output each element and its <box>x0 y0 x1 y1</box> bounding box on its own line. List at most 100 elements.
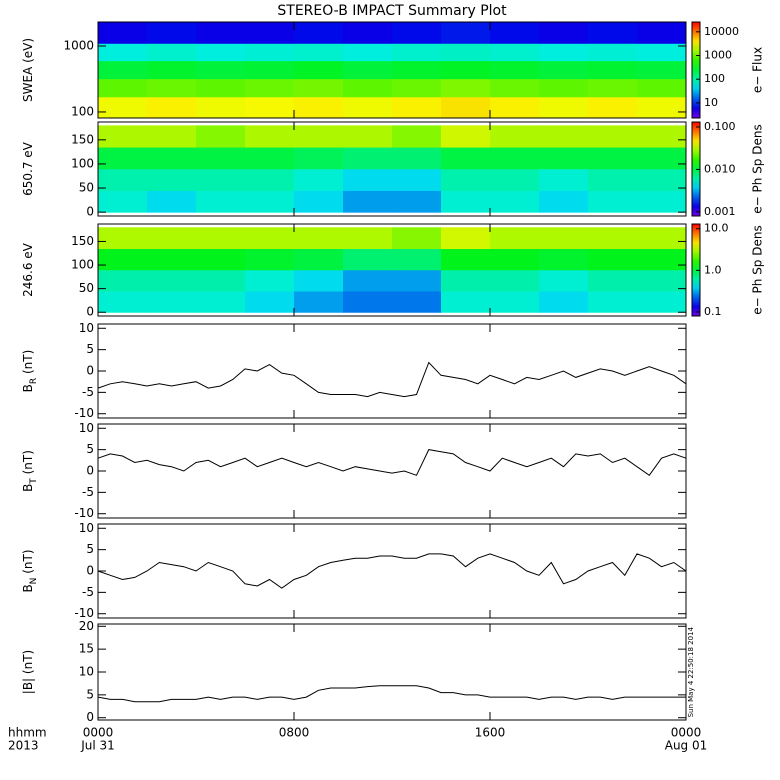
spectrogram-cell <box>490 60 540 80</box>
spectrogram-cell <box>147 43 197 62</box>
spectrogram-cell <box>245 168 295 191</box>
spectrogram-cell <box>539 190 589 213</box>
spectrogram-cell <box>245 248 295 271</box>
y-tick-label: 5 <box>86 542 94 556</box>
spectrogram-cell <box>294 147 344 170</box>
spectrogram-cell <box>294 22 344 44</box>
time-axis-caption: 2013 <box>8 739 39 753</box>
y-axis-label-part: SWEA (eV) <box>21 38 35 102</box>
x-tick-label: 0800 <box>279 726 310 740</box>
spectrogram-cell <box>343 96 393 119</box>
spectrogram-cell <box>294 60 344 80</box>
spectrogram-cell <box>588 248 638 271</box>
spectrogram-cell <box>343 60 393 80</box>
y-axis-label: 246.6 eV <box>21 242 35 297</box>
spectrogram-cell <box>588 168 638 191</box>
spectrogram-cell <box>196 168 246 191</box>
y-tick-label: -10 <box>74 406 94 420</box>
colorbar-tick-label: 1.0 <box>704 263 722 276</box>
y-axis-label-part: 246.6 eV <box>21 242 35 297</box>
y-axis-label-part: |B| (nT) <box>21 650 35 694</box>
y-axis-label-part: R <box>29 378 39 384</box>
field-line <box>97 553 687 589</box>
spectrogram-cell <box>637 269 687 292</box>
spectrogram-cell <box>441 125 491 148</box>
spectrogram-cell <box>98 248 148 271</box>
spectrogram-cell <box>490 190 540 213</box>
spectrogram-cell <box>637 43 687 62</box>
spectrogram-cell <box>98 168 148 191</box>
spectrogram-cell <box>147 125 197 148</box>
spectrogram-cell <box>147 96 197 119</box>
y-axis-label-part: N <box>29 578 39 585</box>
spectrogram-cell <box>637 125 687 148</box>
spectrogram-cell <box>392 290 442 313</box>
y-tick-label: -5 <box>82 585 94 599</box>
spectrogram-cell <box>147 78 197 98</box>
panel-frame <box>97 223 687 317</box>
spectrogram-cell <box>490 96 540 119</box>
spectrogram-cell <box>343 125 393 148</box>
spectrogram-cell <box>196 78 246 98</box>
spectrogram-cell <box>98 96 148 119</box>
spectrogram-cell <box>392 269 442 292</box>
spectrogram-cell <box>539 43 589 62</box>
spectrogram-cell <box>588 60 638 80</box>
spectrogram-cell <box>441 190 491 213</box>
colorbar-tick-label: 1000 <box>704 49 732 62</box>
y-tick-label: 100 <box>71 258 94 272</box>
spectrogram-cell <box>441 248 491 271</box>
y-axis-label-part: 650.7 eV <box>21 141 35 196</box>
x-tick-label: 1600 <box>475 726 506 740</box>
colorbar-tick-label: 100 <box>704 72 725 85</box>
spectrogram-cell <box>245 43 295 62</box>
y-tick-label: 5 <box>86 442 94 456</box>
colorbar <box>691 21 701 119</box>
y-axis-label: BT (nT) <box>21 450 39 492</box>
y-tick-label: 5 <box>86 687 94 701</box>
spectrogram-cell <box>490 78 540 98</box>
spectrogram-cell <box>441 60 491 80</box>
spectrogram-cell <box>343 43 393 62</box>
y-tick-label: -5 <box>82 385 94 399</box>
spectrogram-cell <box>392 168 442 191</box>
spectrogram-cell <box>392 60 442 80</box>
spectrogram-cell <box>588 190 638 213</box>
y-tick-label: 0 <box>86 305 94 319</box>
spectrogram-cell <box>637 168 687 191</box>
spectrogram-cell <box>588 227 638 250</box>
spectrogram-cell <box>147 22 197 44</box>
spectrogram-cell <box>294 190 344 213</box>
spectrogram-cell <box>637 60 687 80</box>
panel-frame <box>97 623 687 721</box>
spectrogram-cell <box>294 248 344 271</box>
spectrogram-cell <box>294 290 344 313</box>
colorbar-tick-label: 10 <box>704 96 718 109</box>
spectrogram-cell <box>637 190 687 213</box>
spectrogram-cell <box>392 96 442 119</box>
x-tick-label: 0000 <box>671 726 702 740</box>
colorbar-tick-label: 10000 <box>704 25 739 38</box>
spectrogram-cell <box>196 60 246 80</box>
spectrogram-cell <box>539 125 589 148</box>
spectrogram-cell <box>588 96 638 119</box>
spectrogram-cell <box>343 290 393 313</box>
spectrogram-cell <box>539 60 589 80</box>
spectrogram-cell <box>392 248 442 271</box>
spectrogram-cell <box>98 43 148 62</box>
spectrogram-cell <box>98 60 148 80</box>
spectrogram-cell <box>245 190 295 213</box>
y-tick-label: 20 <box>79 619 94 633</box>
panel-frame <box>97 121 687 217</box>
spectrogram-cell <box>588 269 638 292</box>
spectrogram-cell <box>343 168 393 191</box>
spectrogram-cell <box>490 43 540 62</box>
panel-frame <box>97 21 687 119</box>
spectrogram-cell <box>294 227 344 250</box>
spectrogram-cell <box>490 125 540 148</box>
spectrogram-cell <box>245 60 295 80</box>
spectrogram-cell <box>637 147 687 170</box>
spectrogram-cell <box>539 290 589 313</box>
y-axis-label-part: (nT) <box>21 350 35 378</box>
y-axis-label: |B| (nT) <box>21 650 35 694</box>
